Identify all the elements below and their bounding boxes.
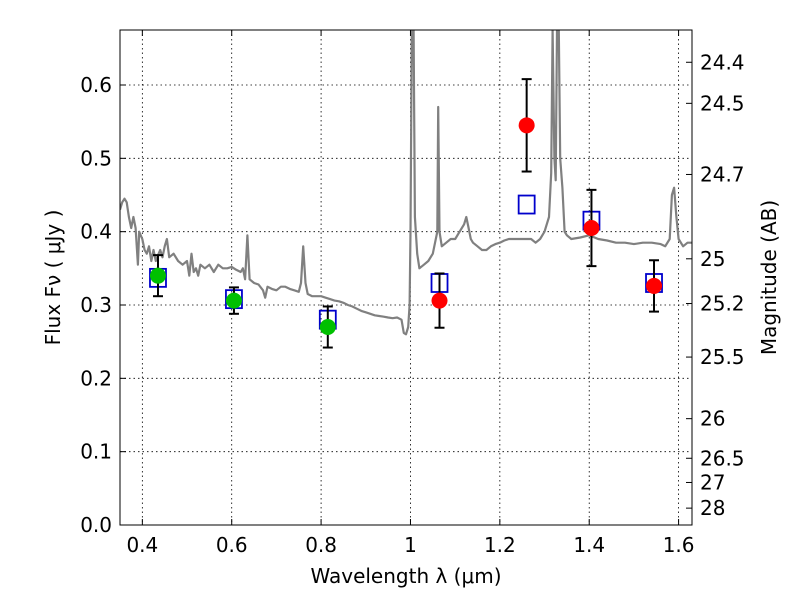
- y-tick-label: 0.0: [80, 513, 112, 537]
- right-axis-label: Magnitude (AB): [757, 200, 781, 355]
- observed-point-marker: [646, 277, 663, 294]
- right-tick-label: 25: [700, 247, 725, 271]
- model-square-series: [149, 194, 663, 330]
- x-tick-label: 1.2: [484, 533, 516, 557]
- y-tick-label: 0.4: [80, 220, 112, 244]
- observed-point-marker: [149, 267, 166, 284]
- x-tick-label: 1.4: [573, 533, 605, 557]
- x-tick-label: 1.6: [663, 533, 695, 557]
- x-axis-label: Wavelength λ (μm): [310, 564, 501, 588]
- observed-point-marker: [583, 220, 600, 236]
- x-tick-label: 0.6: [216, 533, 248, 557]
- x-tick-label: 1: [404, 533, 417, 557]
- plot-frame: [119, 29, 693, 526]
- y-tick-label: 0.2: [80, 366, 112, 390]
- observed-point-series: [149, 117, 663, 335]
- observed-point-marker: [225, 292, 242, 309]
- right-tick-label: 24.7: [700, 162, 745, 186]
- x-tick-label: 0.8: [305, 533, 337, 557]
- right-tick-label: 27: [700, 470, 725, 494]
- y-tick-label: 0.6: [80, 73, 112, 97]
- right-tick-label: 24.5: [700, 91, 745, 115]
- model-square-marker: [517, 194, 536, 215]
- axis-ticks: [120, 30, 692, 526]
- y-tick-label: 0.3: [80, 293, 112, 317]
- y-tick-label: 0.5: [80, 146, 112, 170]
- y-tick-label: 0.1: [80, 440, 112, 464]
- right-tick-label: 28: [700, 496, 725, 520]
- right-tick-label: 24.4: [700, 50, 745, 74]
- observed-point-marker: [319, 319, 336, 335]
- tick-labels: 0.4 0.6 0.8 1 1.2 1.4 1.6 0.0 0.1 0.2 0.3 0.4 0.5 0.6…: [80, 50, 744, 557]
- observed-point-marker: [431, 292, 448, 309]
- grid-lines: [120, 30, 692, 526]
- right-tick-label: 26: [700, 407, 725, 431]
- observed-point-marker: [518, 117, 535, 134]
- right-tick-label: 26.5: [700, 446, 745, 470]
- x-tick-label: 0.4: [126, 533, 158, 557]
- spectrum-series: [120, 30, 692, 336]
- right-tick-label: 25.5: [700, 345, 745, 369]
- right-tick-label: 25.2: [700, 292, 745, 316]
- spectrum-line: [120, 30, 692, 336]
- y-axis-label: Flux Fν ( μJy ): [41, 210, 65, 346]
